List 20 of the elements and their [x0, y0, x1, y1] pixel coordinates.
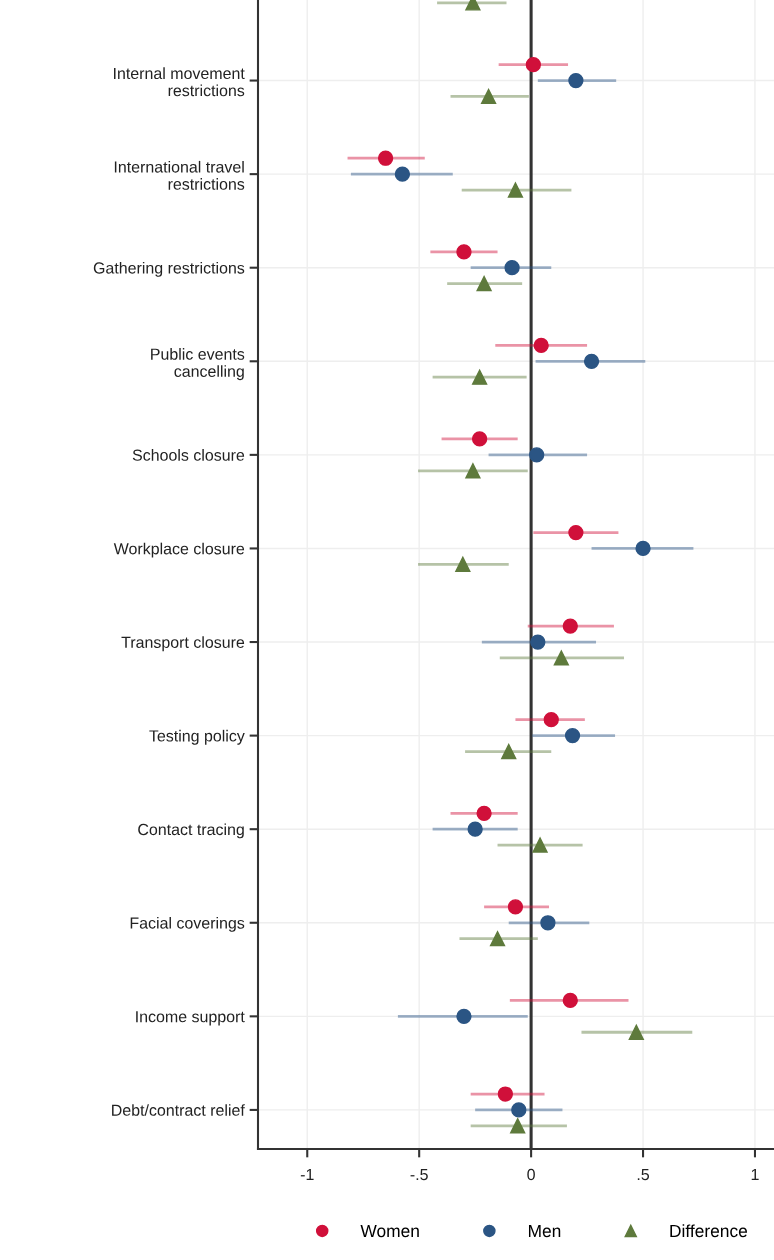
x-tick-label: .5: [637, 1169, 650, 1181]
x-tick-label: 1: [751, 1169, 759, 1181]
y-tick-label: International travel restrictions: [114, 160, 245, 190]
y-tick-label: Income support: [136, 1011, 245, 1026]
legend-label: Men: [528, 1225, 561, 1238]
y-tick-label: Internal movement restrictions: [114, 67, 245, 97]
x-tick-label: -1: [300, 1169, 314, 1181]
y-tick-label: Debt/contract relief: [112, 1104, 245, 1116]
y-tick-label: Workplace closure: [113, 542, 245, 558]
y-tick-label: Schools closure: [132, 449, 245, 461]
y-tick-label: Contact tracing: [138, 823, 244, 839]
x-tick-label: 0: [527, 1168, 535, 1181]
y-tick-label: Facial coverings: [130, 916, 245, 932]
y-tick-label: Testing policy: [149, 729, 245, 745]
y-tick-label: Public events cancelling: [151, 348, 245, 381]
x-tick-label: -.5: [410, 1169, 428, 1181]
legend-label: Women: [360, 1225, 419, 1238]
y-tick-label: Gathering restrictions: [93, 261, 245, 277]
y-tick-label: Transport closure: [121, 636, 245, 652]
legend-label: Difference: [670, 1224, 748, 1238]
